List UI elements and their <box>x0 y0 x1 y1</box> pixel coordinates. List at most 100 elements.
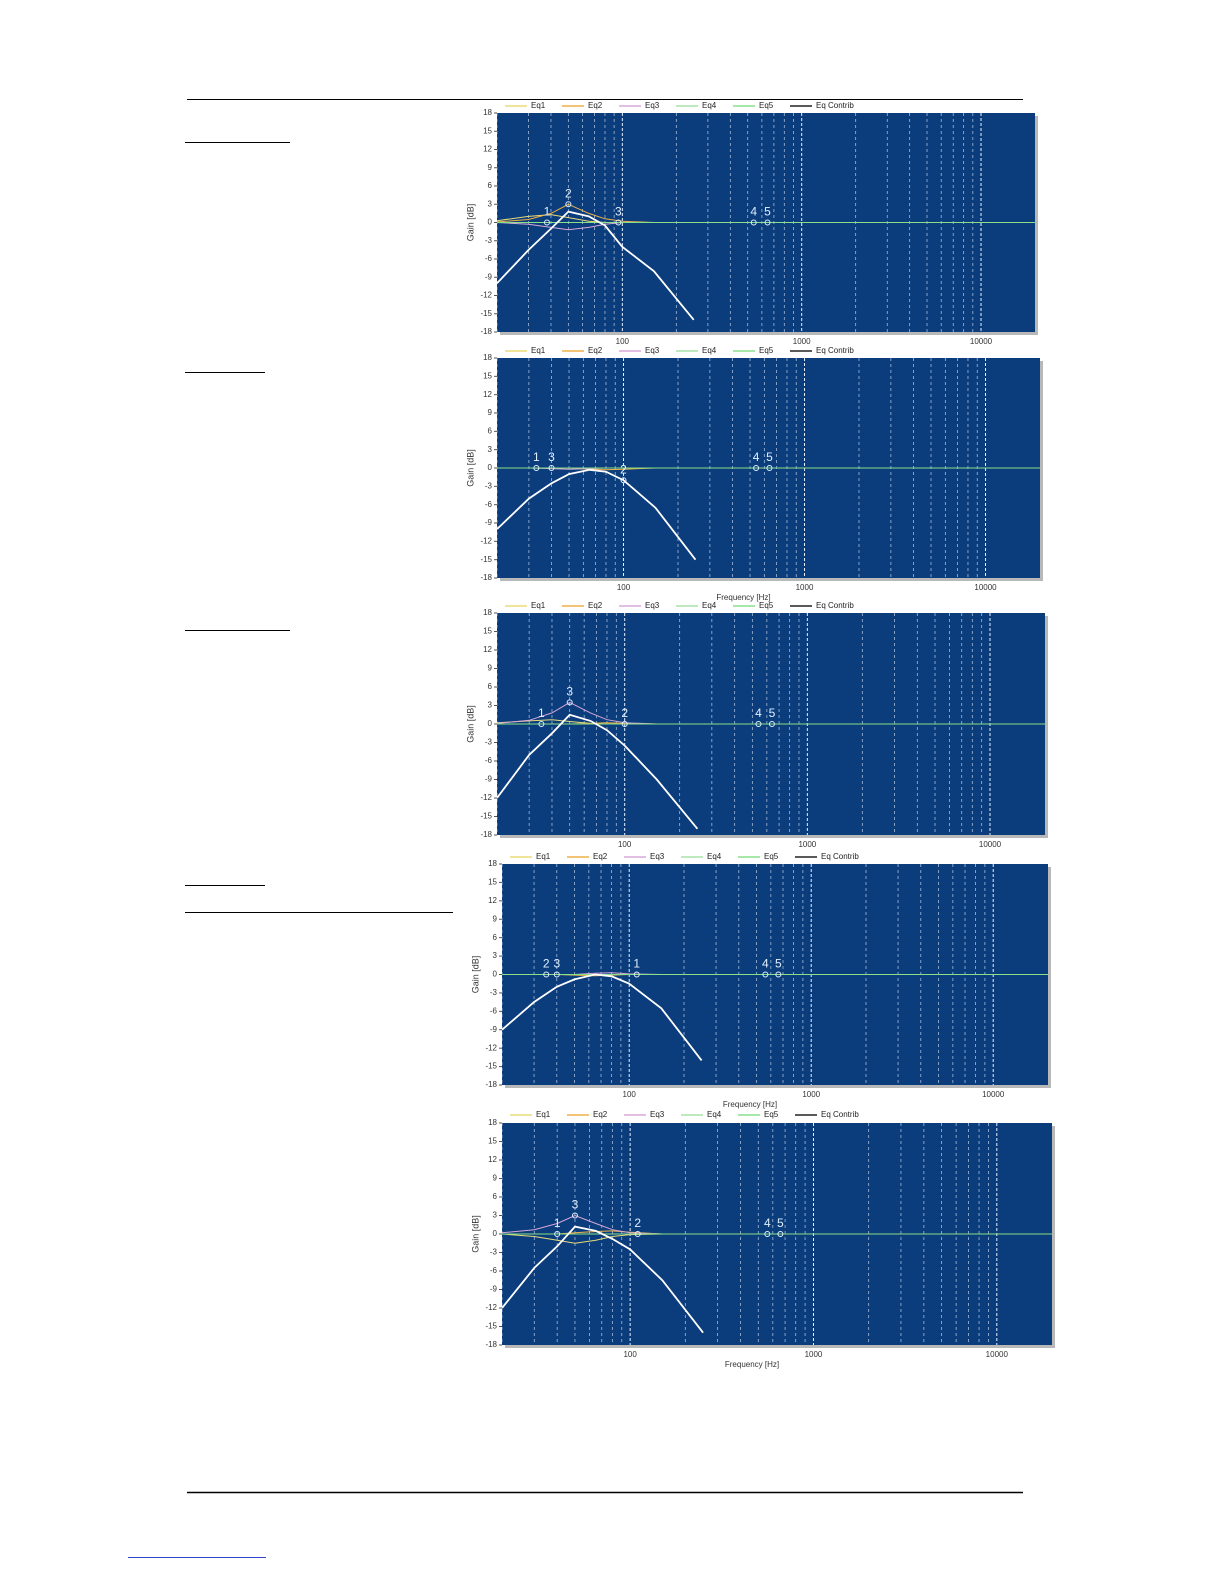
y-tick-label: 0 <box>493 970 498 979</box>
legend-label: Eq Contrib <box>821 1110 859 1119</box>
y-tick-label: 12 <box>483 145 492 154</box>
eq-marker-label: 5 <box>777 1216 784 1230</box>
y-tick-label: 15 <box>488 1137 497 1146</box>
y-tick-label: -18 <box>480 830 492 839</box>
y-tick-label: 15 <box>483 126 492 135</box>
legend-label: Eq2 <box>588 601 603 610</box>
x-tick-label: 10000 <box>982 1090 1005 1099</box>
legend-label: Eq2 <box>588 346 603 355</box>
y-tick-label: 15 <box>488 878 497 887</box>
y-tick-label: -6 <box>485 500 493 509</box>
plot-layer <box>497 613 1045 835</box>
x-tick-label: 1000 <box>805 1350 823 1359</box>
y-tick-label: 3 <box>488 445 493 454</box>
eq-marker <box>766 465 773 471</box>
y-tick-label: 18 <box>488 1118 497 1127</box>
eq-marker-label: 1 <box>544 205 551 219</box>
y-tick-label: 3 <box>493 1211 498 1220</box>
series-line <box>497 210 695 321</box>
eq-marker <box>543 219 550 226</box>
y-tick-label: 9 <box>488 163 493 172</box>
legend-label: Eq1 <box>536 1110 551 1119</box>
eq-marker-label: 5 <box>764 205 771 219</box>
eq-marker <box>775 971 782 978</box>
y-tick-label: -12 <box>485 1043 497 1052</box>
legend-label: Eq4 <box>707 1110 722 1119</box>
y-tick-label: 6 <box>488 181 493 190</box>
y-tick-label: 18 <box>483 108 492 117</box>
y-tick-label: 18 <box>488 859 497 868</box>
plot-layer <box>497 113 1035 332</box>
legend-label: Eq2 <box>588 101 603 110</box>
y-tick-label: -12 <box>480 536 492 545</box>
y-tick-label: 3 <box>488 701 493 710</box>
series-line <box>502 973 703 1061</box>
eq-marker <box>565 201 572 208</box>
eq-marker-label: 4 <box>764 1216 771 1230</box>
y-tick-label: -15 <box>485 1062 497 1071</box>
y-tick-label: -9 <box>490 1285 498 1294</box>
y-tick-label: -15 <box>480 555 492 564</box>
legend-label: Eq Contrib <box>816 346 854 355</box>
eq-marker <box>533 465 540 471</box>
legend-label: Eq4 <box>702 101 717 110</box>
legend-label: Eq3 <box>650 852 665 861</box>
y-tick-label: -15 <box>485 1322 497 1331</box>
legend-label: Eq2 <box>593 1110 608 1119</box>
legend-label: Eq1 <box>531 346 546 355</box>
y-tick-label: -9 <box>485 272 493 281</box>
eq-marker <box>634 1231 641 1237</box>
y-tick-label: 15 <box>483 371 492 380</box>
legend-label: Eq4 <box>702 601 717 610</box>
eq-marker <box>764 219 771 226</box>
eq-marker <box>543 971 550 978</box>
eq-marker-label: 1 <box>633 957 640 971</box>
eq-marker-label: 4 <box>750 205 757 219</box>
series-line <box>497 713 699 830</box>
x-tick-label: 100 <box>617 583 631 592</box>
eq-marker <box>762 971 769 978</box>
x-tick-label: 1000 <box>796 583 814 592</box>
eq-marker <box>571 1212 578 1219</box>
plot-layer <box>502 1123 1052 1345</box>
plot-layer <box>502 864 1048 1085</box>
eq-marker <box>764 1231 771 1237</box>
legend-label: Eq3 <box>645 601 660 610</box>
eq-marker-label: 4 <box>753 450 760 464</box>
y-tick-label: -12 <box>480 291 492 300</box>
y-tick-label: 0 <box>493 1229 498 1238</box>
legend-label: Eq5 <box>764 852 779 861</box>
y-tick-label: -18 <box>480 327 492 336</box>
eq-marker-label: 3 <box>572 1198 579 1212</box>
eq-marker-label: 2 <box>565 186 572 200</box>
x-axis-label: Frequency [Hz] <box>716 593 770 602</box>
legend-label: Eq3 <box>645 346 660 355</box>
y-tick-label: -9 <box>490 1025 498 1034</box>
y-tick-label: 3 <box>493 951 498 960</box>
legend-label: Eq Contrib <box>816 601 854 610</box>
y-tick-label: 12 <box>483 390 492 399</box>
y-tick-label: -3 <box>490 1248 498 1257</box>
y-tick-label: -3 <box>490 988 498 997</box>
y-tick-label: 9 <box>493 1174 498 1183</box>
y-tick-label: 9 <box>488 408 493 417</box>
eq-marker <box>566 699 573 706</box>
y-tick-label: 0 <box>488 719 493 728</box>
legend-label: Eq4 <box>707 852 722 861</box>
eq-marker-label: 3 <box>615 205 622 219</box>
eq-marker <box>621 721 628 727</box>
eq-marker <box>777 1231 784 1237</box>
y-axis-label: Gain [dB] <box>465 449 475 487</box>
series-line <box>497 468 697 561</box>
y-axis-label: Gain [dB] <box>465 705 475 743</box>
y-tick-label: -3 <box>485 481 493 490</box>
plot-layer <box>497 358 1040 578</box>
series-line <box>502 1225 704 1334</box>
eq-marker <box>553 971 560 978</box>
y-tick-label: 6 <box>493 1192 498 1201</box>
x-axis-label: Frequency [Hz] <box>723 1100 777 1109</box>
y-tick-label: -18 <box>485 1340 497 1349</box>
eq-marker-label: 1 <box>538 706 545 720</box>
y-tick-label: 0 <box>488 218 493 227</box>
